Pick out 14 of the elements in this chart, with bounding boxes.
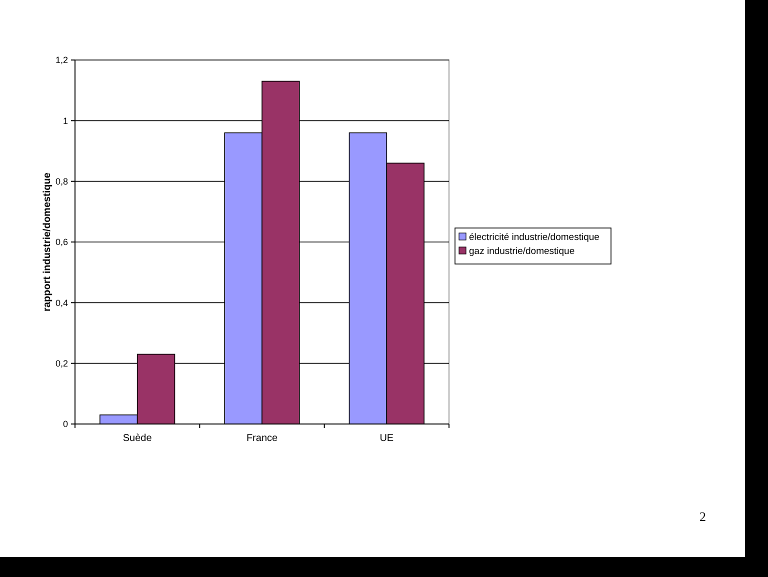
legend-label: électricité industrie/domestique bbox=[469, 232, 600, 243]
text: 2 bbox=[700, 509, 706, 524]
x-tick-label: UE bbox=[380, 433, 394, 444]
y-tick-label: 0 bbox=[62, 419, 68, 430]
legend-label: gaz industrie/domestique bbox=[469, 246, 575, 257]
y-tick-label: 0,6 bbox=[55, 237, 68, 248]
y-tick-label: 0,2 bbox=[55, 358, 68, 368]
x-tick-label: France bbox=[246, 433, 278, 444]
y-tick-label: 1,2 bbox=[55, 55, 68, 66]
x-tick-label: Suède bbox=[122, 433, 152, 444]
y-tick-label: 1 bbox=[62, 116, 68, 126]
y-axis-title: rapport industrie/domestique bbox=[42, 172, 53, 312]
y-tick-label: 0,8 bbox=[55, 176, 68, 186]
y-tick-label: 0,4 bbox=[55, 298, 68, 308]
